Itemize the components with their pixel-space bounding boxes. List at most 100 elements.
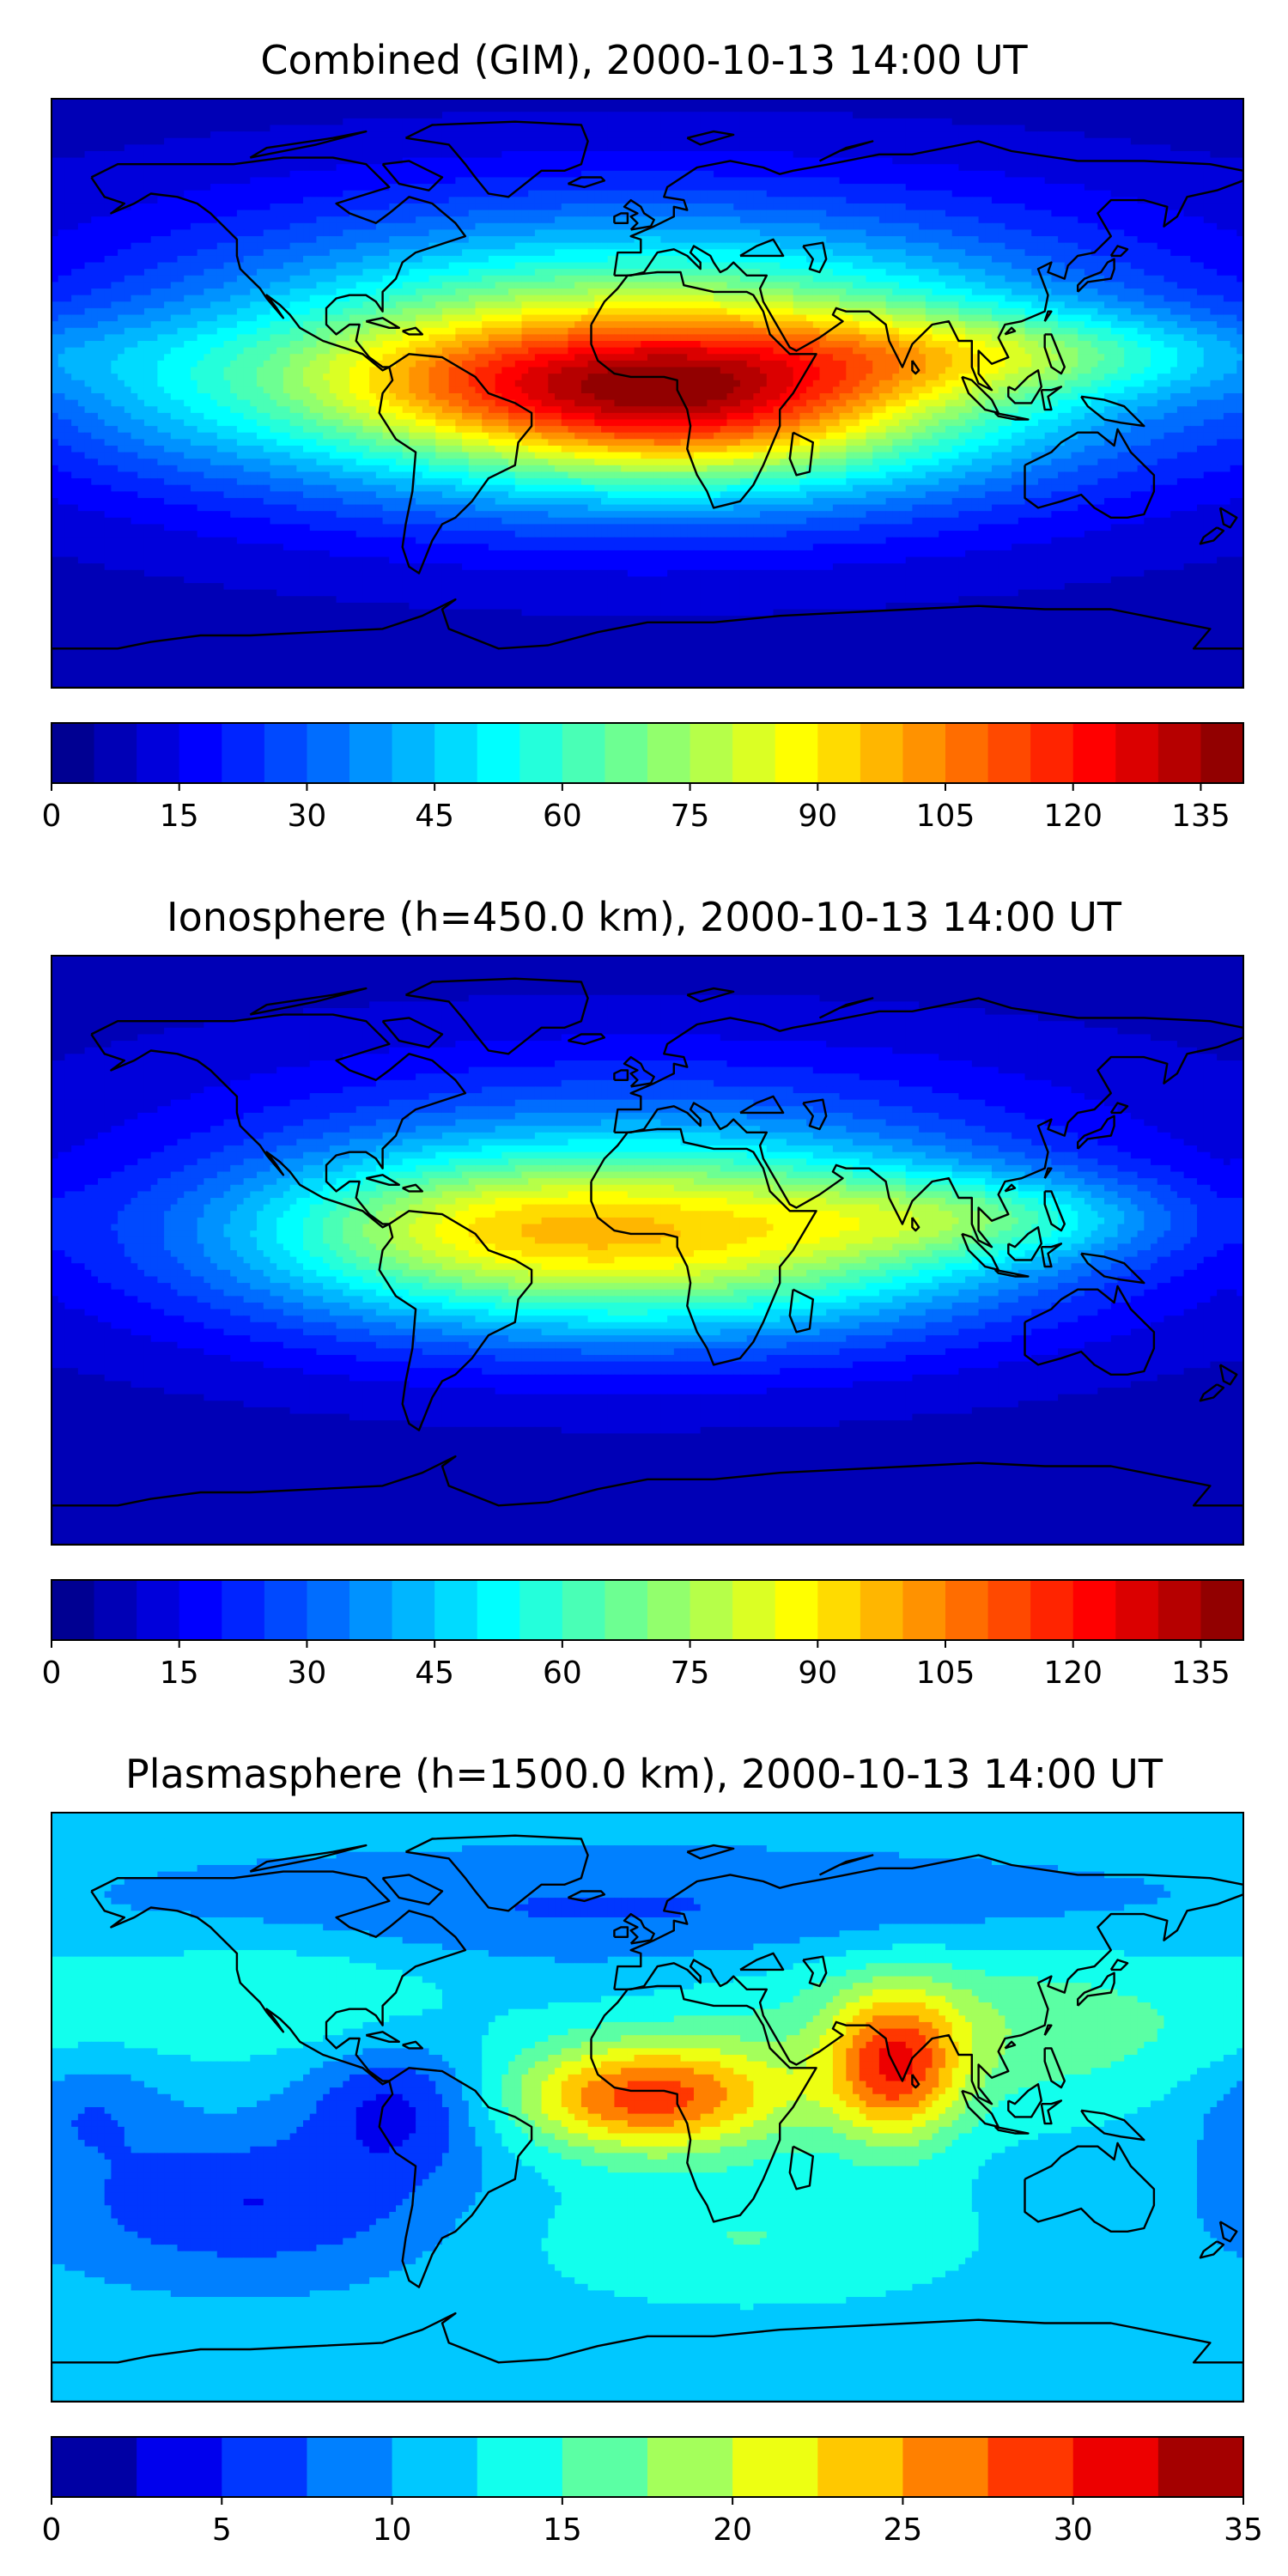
colorbar-segment [690, 1580, 733, 1640]
colorbar-plasmasphere: 0 5 10 15 20 25 30 35 [42, 2436, 1263, 2548]
coastline-new-guinea [1080, 2109, 1145, 2142]
coastline-iceland [567, 1033, 606, 1046]
colorbar-tick-label: 0 [42, 799, 62, 834]
colorbar-segment [392, 2437, 478, 2497]
colorbar-segment [94, 723, 137, 783]
colorbar-tick-label: 60 [543, 1656, 582, 1691]
colorbar-segment [647, 723, 691, 783]
coastline-sulawesi [1040, 1242, 1063, 1268]
colorbar-tick-label: 90 [798, 1656, 837, 1691]
coastlines-ionosphere [52, 977, 1243, 1545]
colorbar-segment [860, 723, 903, 783]
colorbar-segment [1115, 1580, 1159, 1640]
colorbar-segment [562, 723, 605, 783]
coastline-philippines [1043, 333, 1066, 375]
colorbar-segment [987, 2437, 1074, 2497]
coastline-novaya-zemlya [818, 997, 874, 1019]
colorbar-tick-label: 135 [1171, 1656, 1230, 1691]
coastline-australia [1024, 2142, 1156, 2233]
colorbar-segment [1157, 723, 1201, 783]
colorbar-tick-label: 15 [543, 2512, 582, 2548]
coastline-eurasia [613, 1854, 1243, 2105]
coastline-hainan [1004, 1183, 1017, 1193]
colorbar-tick-label: 105 [916, 1656, 975, 1691]
colorbar-tick-label: 90 [798, 799, 837, 834]
coastline-new-guinea [1080, 395, 1145, 428]
coastline-ireland [613, 212, 629, 225]
colorbar-segment [647, 2437, 733, 2497]
coastline-philippines [1043, 2047, 1066, 2089]
colorbar-segment [137, 1580, 180, 1640]
coastline-hokkaido [1109, 1102, 1129, 1115]
coastline-south-america [378, 2067, 533, 2288]
coastline-svalbard [686, 1844, 735, 1860]
coastline-japan [1076, 1115, 1115, 1150]
colorbar-segment [902, 2437, 989, 2497]
colorbar-tick-label: 10 [373, 2512, 412, 2548]
colorbar-frame [51, 722, 1244, 784]
coastline-australia [1024, 1285, 1156, 1376]
colorbar-segment [605, 723, 648, 783]
coastline-australia [1024, 428, 1156, 519]
coastline-madagascar [788, 2145, 814, 2190]
panel-title-plasmasphere: Plasmasphere (h=1500.0 km), 2000-10-13 1… [125, 1751, 1163, 1797]
colorbar-segment [392, 1580, 435, 1640]
colorbar-segment [179, 723, 222, 783]
colorbar-segment [52, 2437, 137, 2497]
colorbar-segment [434, 723, 478, 783]
colorbar-segment [477, 723, 520, 783]
coastline-ireland [613, 1926, 629, 1939]
coastline-hainan [1004, 326, 1017, 336]
coastline-borneo [1007, 369, 1043, 404]
colorbar-combined: 0 15 30 45 60 75 90 105 120 135 [42, 722, 1244, 834]
coastline-antarctica [52, 598, 1243, 688]
coastline-novaya-zemlya [818, 1854, 874, 1876]
coastline-africa [590, 1984, 817, 2223]
map-frame-plasmasphere [51, 1812, 1244, 2403]
coastline-japan [1076, 1971, 1115, 2007]
coastline-japan [1076, 258, 1115, 293]
colorbar-segment [817, 1580, 861, 1640]
colorbar-segment [1200, 723, 1244, 783]
coastline-great-britain [623, 1055, 655, 1088]
colorbar-tick-label: 30 [1054, 2512, 1093, 2548]
colorbar-frame [51, 2436, 1244, 2498]
coastline-greenland [404, 1834, 589, 1912]
colorbar-tick-label: 15 [160, 1656, 199, 1691]
colorbar-tick-label: 15 [160, 799, 199, 834]
coastline-madagascar [788, 431, 814, 477]
map-area-combined [51, 98, 1244, 689]
coastline-new-guinea [1080, 1252, 1145, 1285]
coastline-new-zealand-s [1199, 2240, 1225, 2259]
map-frame-ionosphere [51, 955, 1244, 1546]
coastline-svalbard [686, 130, 735, 146]
coastline-great-britain [623, 1912, 655, 1945]
panel-ionosphere: Ionosphere (h=450.0 km), 2000-10-13 14:0… [42, 894, 1244, 1691]
colorbar-segment [732, 1580, 776, 1640]
panel-title-ionosphere: Ionosphere (h=450.0 km), 2000-10-13 14:0… [167, 894, 1122, 940]
colorbar-segment [902, 1580, 946, 1640]
colorbar-segment [519, 723, 563, 783]
coastline-south-america [378, 353, 533, 574]
colorbar-segment [562, 2437, 648, 2497]
colorbar-segment [945, 1580, 989, 1640]
contour-field-combined [52, 99, 1243, 688]
colorbar-segment [945, 723, 989, 783]
coastline-borneo [1007, 2083, 1043, 2118]
coastline-new-zealand-n [1218, 1364, 1238, 1386]
colorbar-tick-label: 105 [916, 799, 975, 834]
coastline-iceland [567, 1890, 606, 1903]
colorbar-segment [987, 723, 1031, 783]
colorbar-segment [349, 1580, 393, 1640]
colorbar-segment [222, 723, 265, 783]
colorbar-tick-label: 75 [671, 1656, 710, 1691]
colorbar-tick-label: 25 [884, 2512, 923, 2548]
colorbar-ionosphere: 0 15 30 45 60 75 90 105 120 135 [42, 1579, 1244, 1691]
colorbar-segment [307, 723, 350, 783]
coastline-baffin [381, 160, 444, 191]
colorbar-segment [1157, 1580, 1201, 1640]
map-area-ionosphere [51, 955, 1244, 1546]
coastline-cuba [365, 1174, 400, 1186]
colorbar-tick-label: 45 [415, 1656, 454, 1691]
coastline-eurasia [613, 140, 1243, 392]
